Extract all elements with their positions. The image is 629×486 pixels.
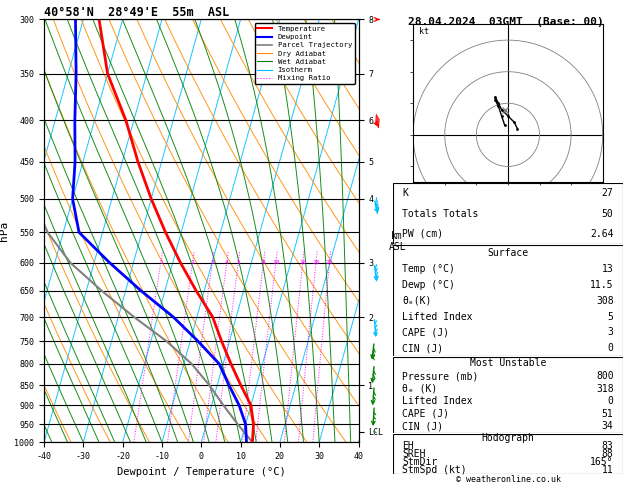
Text: Most Unstable: Most Unstable	[470, 359, 546, 368]
Text: 51: 51	[602, 409, 613, 419]
Text: θₑ (K): θₑ (K)	[403, 383, 438, 394]
Text: CAPE (J): CAPE (J)	[403, 409, 449, 419]
Text: θₑ(K): θₑ(K)	[403, 296, 431, 306]
Text: EH: EH	[403, 441, 414, 451]
Text: K: K	[403, 189, 408, 198]
Text: 88: 88	[602, 449, 613, 459]
Text: Totals Totals: Totals Totals	[403, 208, 479, 219]
Text: StmDir: StmDir	[403, 457, 438, 467]
Text: 3: 3	[608, 328, 613, 337]
Text: CIN (J): CIN (J)	[403, 421, 443, 431]
Text: Lifted Index: Lifted Index	[403, 396, 473, 406]
Text: Temp (°C): Temp (°C)	[403, 264, 455, 274]
Text: 0: 0	[608, 343, 613, 353]
Text: StmSpd (kt): StmSpd (kt)	[403, 465, 467, 475]
Text: © weatheronline.co.uk: © weatheronline.co.uk	[456, 475, 560, 484]
Text: 25: 25	[326, 260, 333, 265]
Text: 318: 318	[596, 383, 613, 394]
Text: 27: 27	[602, 189, 613, 198]
Text: 165°: 165°	[590, 457, 613, 467]
Text: Pressure (mb): Pressure (mb)	[403, 371, 479, 381]
Legend: Temperature, Dewpoint, Parcel Trajectory, Dry Adiabat, Wet Adiabat, Isotherm, Mi: Temperature, Dewpoint, Parcel Trajectory…	[255, 23, 355, 84]
Text: 13: 13	[602, 264, 613, 274]
Text: Hodograph: Hodograph	[481, 433, 535, 443]
X-axis label: Dewpoint / Temperature (°C): Dewpoint / Temperature (°C)	[117, 467, 286, 477]
Text: 3: 3	[210, 260, 214, 265]
Text: SREH: SREH	[403, 449, 426, 459]
Text: 83: 83	[602, 441, 613, 451]
Text: 10: 10	[272, 260, 279, 265]
Text: 2.64: 2.64	[590, 229, 613, 239]
Text: CAPE (J): CAPE (J)	[403, 328, 449, 337]
Text: 40°58'N  28°49'E  55m  ASL: 40°58'N 28°49'E 55m ASL	[44, 6, 230, 19]
Text: 34: 34	[602, 421, 613, 431]
Text: 20: 20	[312, 260, 320, 265]
Text: 308: 308	[596, 296, 613, 306]
Text: 16: 16	[299, 260, 306, 265]
Text: PW (cm): PW (cm)	[403, 229, 443, 239]
Text: Surface: Surface	[487, 248, 528, 259]
Text: 5: 5	[608, 312, 613, 322]
Text: kt: kt	[420, 27, 430, 36]
Text: 0: 0	[608, 396, 613, 406]
Text: 5: 5	[237, 260, 240, 265]
Text: Lifted Index: Lifted Index	[403, 312, 473, 322]
Text: 4: 4	[225, 260, 228, 265]
Text: 50: 50	[602, 208, 613, 219]
Text: 11: 11	[602, 465, 613, 475]
Text: Dewp (°C): Dewp (°C)	[403, 280, 455, 290]
Text: 28.04.2024  03GMT  (Base: 00): 28.04.2024 03GMT (Base: 00)	[408, 17, 604, 27]
Y-axis label: km
ASL: km ASL	[388, 231, 406, 252]
Text: CIN (J): CIN (J)	[403, 343, 443, 353]
Text: 11.5: 11.5	[590, 280, 613, 290]
Text: 8: 8	[262, 260, 265, 265]
Y-axis label: hPa: hPa	[0, 221, 9, 241]
Text: 800: 800	[596, 371, 613, 381]
Text: 2: 2	[191, 260, 194, 265]
Text: 1: 1	[159, 260, 162, 265]
